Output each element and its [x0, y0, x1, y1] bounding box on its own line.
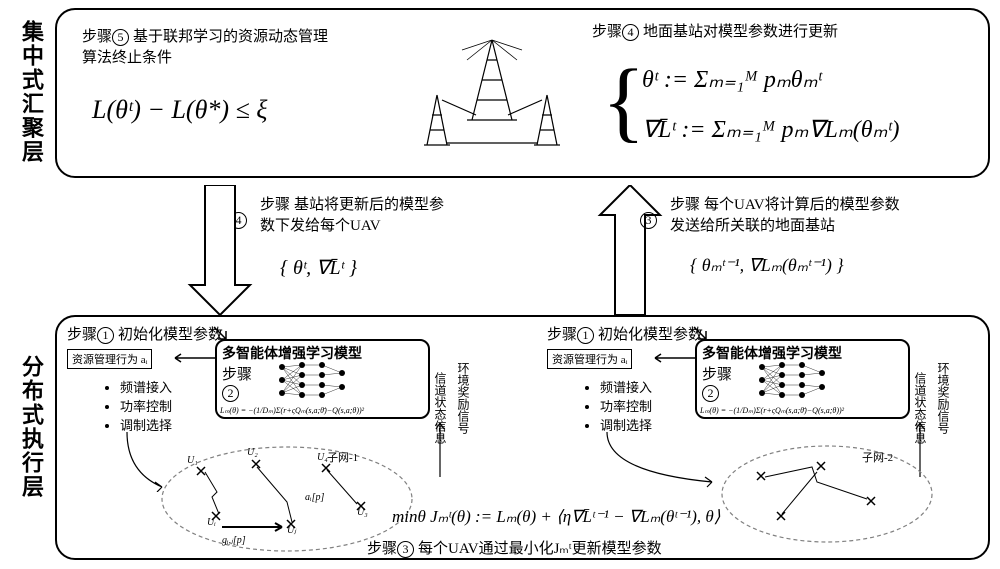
step1l-prefix: 步骤 — [67, 327, 97, 343]
step4-eq1: θᵗ := Σₘ₌₁ᴹ pₘθₘᵗ — [642, 65, 822, 94]
subnet1-label: 子网-1 — [327, 449, 358, 465]
step3-prefix: 步骤 — [367, 541, 397, 557]
step2l-prefix: 步骤 — [222, 367, 252, 383]
uj-label: Uⱼ — [287, 525, 296, 536]
step2r-prefix: 步骤 — [702, 367, 732, 383]
u4-label: U₄ — [317, 452, 328, 463]
step2l-num: 2 — [222, 385, 239, 402]
action-arrow-l-icon — [167, 353, 215, 363]
subnet2-ellipse — [717, 442, 937, 547]
opt-eq: minθ Jₘᵗ(θ) := Lₘ(θ) + ⟨η∇L̄ᵗ⁻¹ − ∇Lₘ(θᵗ… — [392, 507, 720, 527]
up-line-l — [435, 417, 445, 477]
bullet-item: 功率控制 — [120, 396, 172, 415]
step3-block: 步骤3 每个UAV通过最小化Jₘᵗ更新模型参数 — [367, 537, 662, 558]
reward-label-l: 环境奖励信号 — [455, 362, 472, 434]
step4-text: 地面基站对模型参数进行更新 — [643, 24, 838, 40]
action-box-r: 资源管理行为 aᵢ — [547, 349, 632, 369]
up-num: 3 — [640, 212, 657, 229]
u3-label: U₃ — [357, 507, 368, 518]
step1r-num: 1 — [577, 327, 594, 344]
step1r-prefix: 步骤 — [547, 327, 577, 343]
down-curve-l — [122, 432, 172, 492]
up-arrow-icon — [595, 185, 665, 320]
brace-icon: { — [602, 50, 645, 153]
aip-label: aᵢ[p] — [305, 492, 324, 503]
step5-prefix: 步骤 — [82, 29, 112, 45]
nn-icon-right — [752, 359, 832, 401]
nn-icon-left — [272, 359, 352, 401]
bullets-r: 频谱接入 功率控制 调制选择 — [582, 377, 652, 434]
reward-label-r: 环境奖励信号 — [935, 362, 952, 434]
u2-label: U₂ — [247, 447, 258, 458]
down-curve-r — [602, 432, 722, 492]
down-prefix: 步骤 — [260, 197, 290, 213]
bullet-item: 功率控制 — [600, 396, 652, 415]
top-layer-label: 集中式汇聚层 — [15, 20, 47, 164]
step1l-text: 初始化模型参数 — [118, 327, 223, 343]
loss-eq-l: Lₘ(θ) = −(1/Dₘ)Σ(r+ςQₘ(s,a;θ̄)−Q(s,a;θ))… — [220, 406, 364, 415]
action-arrow-r-icon — [647, 353, 695, 363]
model-box-left: 多智能体增强学习模型 步骤2 Lₘ(θ) = −(1/Dₘ)Σ(r+ςQₘ(s,… — [215, 339, 430, 419]
u1-label: U₁ — [187, 455, 198, 466]
bottom-layer: 步骤1 初始化模型参数 多智能体增强学习模型 步骤2 Lₘ(θ) = −(1/D… — [55, 315, 990, 560]
up-prefix: 步骤 — [670, 197, 700, 213]
bottom-layer-label: 分布式执行层 — [15, 355, 47, 499]
subnet2-label: 子网-2 — [862, 449, 893, 465]
step1l-num: 1 — [97, 327, 114, 344]
ui-label: Uᵢ — [207, 517, 216, 528]
top-layer: 步骤5 基于联邦学习的资源动态管理算法终止条件 L(θᵗ) − L(θ*) ≤ … — [55, 8, 990, 178]
step1r-text: 初始化模型参数 — [598, 327, 703, 343]
step4-block: 步骤4 地面基站对模型参数进行更新 — [592, 20, 838, 41]
step5-num: 5 — [112, 29, 129, 46]
step3-text: 每个UAV通过最小化Jₘᵗ更新模型参数 — [418, 541, 662, 557]
step5-equation: L(θᵗ) − L(θ*) ≤ ξ — [92, 95, 267, 125]
up-eq: { θₘᵗ⁻¹, ∇Lₘ(θₘᵗ⁻¹) } — [690, 255, 844, 276]
down-eq: { θᵗ, ∇L̄ᵗ } — [280, 255, 357, 280]
up-text: 每个UAV将计算后的模型参数发送给所关联的地面基站 — [670, 197, 900, 234]
bullet-item: 频谱接入 — [120, 377, 172, 396]
step2r-num: 2 — [702, 385, 719, 402]
step4-eq2: ∇L̄ᵗ := Σₘ₌₁ᴹ pₘ∇Lₘ(θₘᵗ) — [642, 115, 900, 144]
step3-num: 3 — [397, 541, 414, 558]
step4-prefix: 步骤 — [592, 24, 622, 40]
bullets-l: 频谱接入 功率控制 调制选择 — [102, 377, 172, 434]
step5-block: 步骤5 基于联邦学习的资源动态管理算法终止条件 — [82, 25, 342, 67]
agent-right: 步骤1 初始化模型参数 — [547, 323, 703, 344]
step4-num: 4 — [622, 24, 639, 41]
action-box-l: 资源管理行为 aᵢ — [67, 349, 152, 369]
agent-left: 步骤1 初始化模型参数 — [67, 323, 223, 344]
tower-icon — [402, 35, 582, 165]
model-box-right: 多智能体增强学习模型 步骤2 Lₘ(θ) = −(1/Dₘ)Σ(r+ςQₘ(s,… — [695, 339, 910, 419]
bullet-item: 频谱接入 — [600, 377, 652, 396]
loss-eq-r: Lₘ(θ) = −(1/Dₘ)Σ(r+ςQₘ(s,a;θ̄)−Q(s,a;θ))… — [700, 406, 844, 415]
gij-label: gᵢ,ⱼ[p] — [222, 535, 246, 546]
down-arrow-icon — [185, 185, 255, 320]
